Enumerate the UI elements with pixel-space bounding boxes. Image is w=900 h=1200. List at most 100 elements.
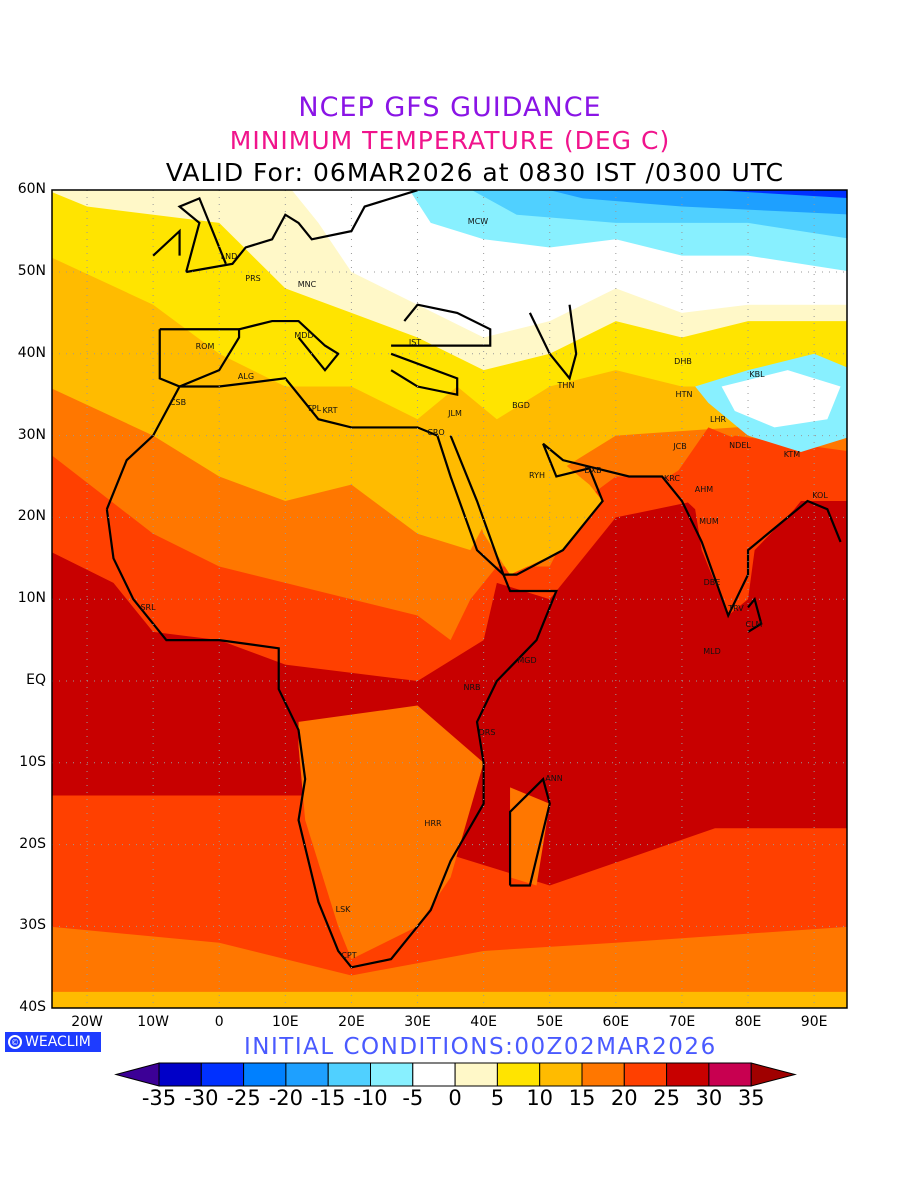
coastline [152,228,181,257]
initial-conditions: INITIAL CONDITIONS:00Z02MAR2026 [244,1034,717,1060]
city-label: DHB [674,357,692,366]
lon-label: 10E [271,1014,299,1030]
lon-label: 80E [734,1014,762,1030]
coastline [390,352,459,397]
city-label: MDD [294,331,313,340]
city-label: TRV [727,604,744,613]
coastline [238,319,340,372]
colorbar-swatch [708,1062,752,1087]
lon-label: 70E [668,1014,696,1030]
colorbar-swatch [412,1062,456,1087]
colorbar-over-arrow [750,1062,797,1087]
lat-label: 50N [17,263,46,279]
lon-label: 30E [404,1014,431,1030]
city-label: JCB [672,442,686,451]
lat-label: 30N [17,426,46,443]
lon-label: 0 [214,1014,224,1030]
city-label: SRL [140,603,156,612]
lat-label: 60N [17,181,46,198]
city-label: BGD [512,401,530,410]
coastline [177,196,227,273]
colorbar-label: -5 [402,1086,424,1110]
colorbar-swatch [623,1062,668,1087]
lon-label: 20E [338,1014,365,1030]
logo-text: WEACLIM [25,1034,91,1050]
colorbar-label: 25 [653,1086,680,1110]
lon-label: 10W [137,1014,169,1030]
zone-15-20 [52,926,847,1008]
city-label: CLM [746,620,763,629]
city-label: HRR [424,819,442,828]
city-label: KRT [322,406,337,415]
city-label: ALG [238,372,254,381]
chart-title: NCEP GFS GUIDANCE [298,92,602,123]
city-label: NRB [463,683,480,692]
zone-10-15 [52,991,847,1008]
colorbar-swatch [581,1062,625,1087]
city-label: MGD [517,656,536,665]
zone-minus30-minus25 [712,190,847,198]
coastline [508,777,551,887]
lat-label: 40S [19,999,46,1016]
city-label: MNC [298,280,317,289]
city-label: AHM [695,485,713,494]
city-label: CPT [341,951,356,960]
lon-label: 20W [71,1014,103,1030]
city-label: LHR [710,415,726,424]
copyright-icon: © [8,1035,22,1049]
lat-label: 20S [19,835,46,852]
lat-label: 30S [19,917,46,934]
city-label: ROM [196,342,215,351]
city-label: IST [409,338,421,347]
lat-label: 10S [19,753,46,770]
colorbar-label: 10 [526,1086,554,1110]
colorbar-swatch [327,1062,372,1087]
coastline [185,190,418,274]
colorbar-swatch [666,1062,710,1087]
colorbar-label: 15 [568,1086,596,1110]
city-label: MCW [468,217,488,226]
zone-madagascar [510,787,550,886]
city-label: MLD [703,647,721,656]
colorbar-swatch [285,1062,329,1087]
colorbar-label: -15 [311,1086,346,1110]
lon-label: 40E [470,1014,497,1030]
city-label: TPL [306,404,322,413]
lon-label: 60E [602,1014,630,1030]
city-label: JLM [447,409,462,418]
colorbar-swatch [539,1062,583,1087]
zone-tibet-inner [721,370,841,428]
coastline [747,596,763,633]
city-label: KRC [664,474,680,483]
colorbar [114,1062,797,1087]
zone-minus20-minus15 [548,190,847,215]
coastline [158,328,241,388]
colorbar-label: 35 [737,1086,765,1110]
colorbar-swatch [496,1062,541,1087]
city-label: LSK [336,905,352,914]
coastline [105,377,558,969]
coastline [528,304,578,381]
zone-india [668,427,815,616]
colorbar-swatch [200,1062,245,1087]
lat-label: EQ [26,672,46,688]
coastlines [105,190,842,969]
colorbar-label: -35 [141,1086,177,1110]
colorbar-label: -25 [226,1086,261,1110]
city-label: HTN [676,390,693,399]
map-frame [51,189,848,1009]
city-label: KOL [812,491,828,500]
city-label: CSB [170,398,186,407]
zone-arabia [457,435,603,575]
city-label: KTM [784,450,801,459]
colorbar-label: -10 [353,1086,388,1110]
weaclim-logo: © WEACLIM [5,1032,101,1052]
city-label: DRS [479,728,496,737]
city-label: NDEL [729,441,751,450]
valid-time: VALID For: 06MAR2026 at 0830 IST /0300 U… [165,158,785,187]
city-label: THN [557,381,575,390]
city-labels: MCW LND PRS MNC ROM MDD ALG CSB TPL KRT IST CRO JLM B… [140,217,828,960]
lat-label: 20N [17,508,46,525]
coastline [391,303,492,347]
